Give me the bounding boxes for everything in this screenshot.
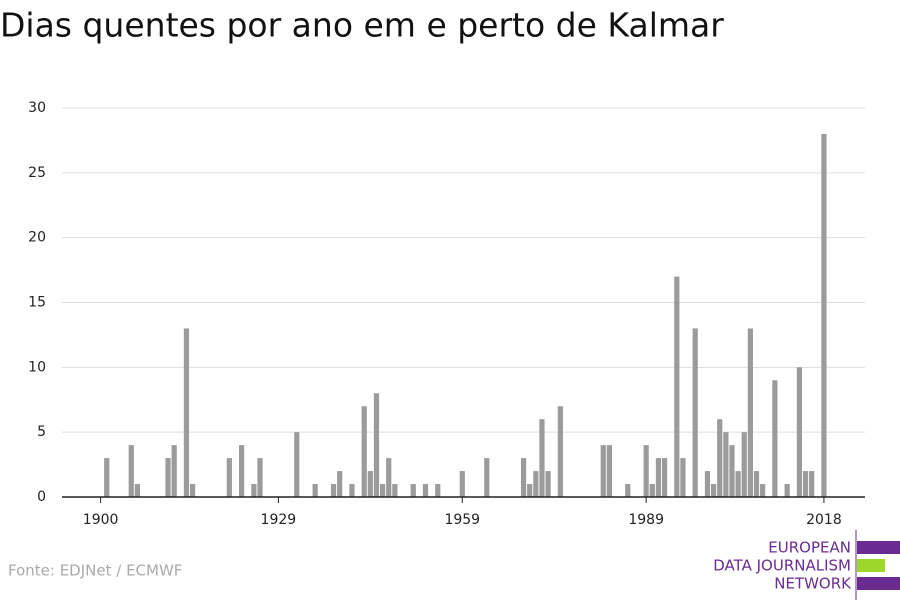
bar — [128, 445, 134, 497]
bar — [796, 367, 803, 497]
bar — [753, 471, 760, 497]
bar — [361, 406, 367, 497]
bar — [533, 471, 539, 497]
bar — [784, 484, 790, 497]
bar — [410, 484, 416, 497]
logo-bar — [857, 577, 900, 590]
bar — [104, 458, 110, 497]
bar — [557, 406, 563, 497]
y-tick-label: 10 — [28, 359, 46, 375]
x-tick-label: 1959 — [444, 512, 480, 528]
bar — [386, 458, 392, 497]
logo-bar — [857, 559, 885, 572]
bar — [704, 471, 711, 497]
bar — [312, 484, 318, 497]
bar — [459, 471, 465, 497]
bar — [373, 393, 380, 497]
x-tick-label: 1929 — [261, 512, 297, 528]
chart-title: Dias quentes por ano em e perto de Kalma… — [0, 6, 724, 45]
bar — [760, 484, 766, 497]
x-tick-label: 1900 — [83, 512, 119, 528]
bar — [710, 484, 717, 497]
logo-text: NETWORK — [774, 575, 852, 593]
bar — [545, 471, 551, 497]
bar — [674, 276, 680, 497]
bar — [539, 419, 545, 497]
bar — [527, 484, 533, 497]
bar — [257, 458, 263, 497]
bar — [661, 458, 668, 497]
y-tick-label: 25 — [28, 165, 46, 181]
bar — [649, 484, 655, 497]
bar — [625, 484, 631, 497]
bar — [379, 484, 386, 497]
logo-text: EUROPEAN — [768, 539, 851, 557]
y-tick-label: 5 — [37, 424, 46, 440]
bar — [349, 484, 355, 497]
logo-bar — [857, 541, 900, 554]
bar — [422, 484, 429, 497]
bar — [367, 471, 373, 497]
bar — [330, 484, 337, 497]
y-tick-label: 20 — [28, 230, 46, 246]
bar — [484, 458, 490, 497]
bar — [680, 458, 686, 497]
x-tick-label: 1989 — [628, 512, 664, 528]
bar — [821, 133, 827, 497]
bar — [692, 328, 698, 497]
bar — [717, 419, 723, 497]
y-tick-label: 30 — [28, 100, 46, 116]
bar — [171, 445, 177, 497]
bar — [165, 458, 171, 497]
bar — [600, 445, 606, 497]
y-tick-label: 0 — [37, 489, 46, 505]
bar — [226, 458, 232, 497]
bar — [723, 432, 729, 497]
source: Fonte: EDJNet / ECMWF — [8, 562, 182, 580]
bar — [238, 445, 245, 497]
x-tick-label: 2018 — [806, 512, 842, 528]
bar — [772, 380, 778, 497]
bar — [802, 471, 809, 497]
bar — [294, 432, 300, 497]
bar — [134, 484, 141, 497]
bar — [251, 484, 257, 497]
bar — [435, 484, 441, 497]
logo-text: DATA JOURNALISM — [713, 557, 851, 575]
bar — [520, 458, 527, 497]
bar — [643, 445, 649, 497]
y-tick-label: 15 — [28, 295, 46, 311]
bar — [337, 471, 343, 497]
bar — [747, 328, 753, 497]
bar — [606, 445, 612, 497]
bar — [392, 484, 398, 497]
bar — [741, 432, 747, 497]
bar — [809, 471, 815, 497]
bar — [729, 445, 735, 497]
bar — [189, 484, 196, 497]
bar — [655, 458, 662, 497]
bar — [183, 328, 190, 497]
bar — [735, 471, 741, 497]
